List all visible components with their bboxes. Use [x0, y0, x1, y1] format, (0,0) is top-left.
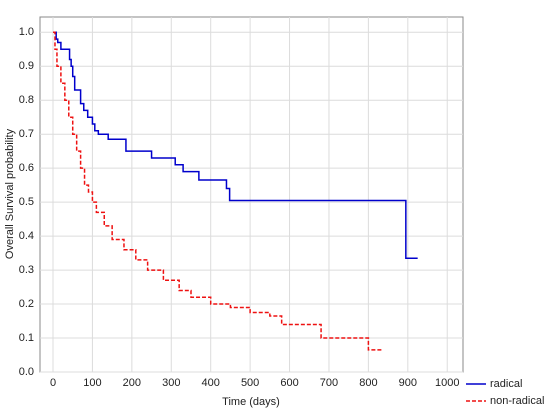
x-tick-label: 1000 — [435, 377, 459, 389]
y-axis-label: Overall Survival probability — [4, 128, 16, 259]
y-tick-label: 0.5 — [19, 196, 34, 208]
x-axis-label: Time (days) — [222, 396, 280, 408]
y-tick-label: 0.2 — [19, 298, 34, 310]
x-tick-label: 400 — [202, 377, 220, 389]
y-tick-label: 1.0 — [19, 26, 34, 38]
y-tick-label: 0.8 — [19, 94, 34, 106]
y-tick-label: 0.0 — [19, 366, 34, 378]
x-tick-label: 100 — [83, 377, 101, 389]
x-tick-label: 0 — [50, 377, 56, 389]
legend-label: non-radical — [490, 395, 544, 407]
y-tick-label: 0.4 — [19, 230, 34, 242]
x-tick-label: 600 — [280, 377, 298, 389]
x-tick-label: 700 — [320, 377, 338, 389]
y-tick-label: 0.9 — [19, 60, 34, 72]
survival-line — [53, 31, 418, 259]
x-tick-label: 800 — [359, 377, 377, 389]
x-tick-label: 900 — [399, 377, 417, 389]
plot-area — [39, 16, 464, 373]
y-tick-label: 0.1 — [19, 332, 34, 344]
survival-line — [53, 31, 383, 351]
x-tick-label: 200 — [123, 377, 141, 389]
x-tick-label: 300 — [162, 377, 180, 389]
y-tick-label: 0.6 — [19, 162, 34, 174]
y-tick-label: 0.3 — [19, 264, 34, 276]
x-tick-label: 500 — [241, 377, 259, 389]
y-tick-label: 0.7 — [19, 128, 34, 140]
legend-label: radical — [490, 378, 522, 390]
